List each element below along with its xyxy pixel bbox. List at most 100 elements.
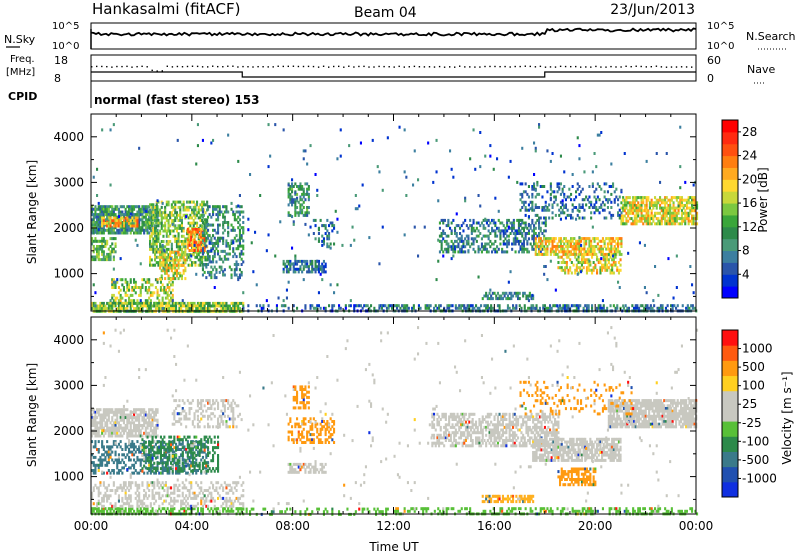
- echo-cell: [662, 206, 665, 210]
- echo-cell: [92, 418, 95, 422]
- echo-cell: [128, 434, 131, 438]
- echo-cell: [124, 299, 127, 303]
- echo-cell: [595, 200, 598, 204]
- echo-cell: [637, 219, 640, 223]
- echo-cell: [669, 214, 672, 218]
- echo-cell: [294, 211, 297, 215]
- echo-cell: [363, 304, 366, 308]
- echo-cell: [326, 218, 329, 222]
- echo-cell: [179, 271, 182, 275]
- echo-cell: [215, 247, 218, 251]
- echo-cell: [569, 258, 572, 262]
- echo-cell: [196, 211, 199, 215]
- echo-cell: [119, 307, 122, 311]
- echo-cell: [237, 263, 240, 266]
- echo-cell: [652, 219, 655, 223]
- echo-cell: [159, 307, 162, 311]
- echo-cell: [539, 247, 542, 251]
- echo-cell: [106, 453, 109, 457]
- echo-cell: [584, 253, 587, 257]
- echo-cell: [149, 408, 152, 412]
- echo-cell: [152, 216, 155, 220]
- echo-cell: [111, 458, 114, 462]
- echo-cell: [117, 455, 120, 459]
- echo-cell: [588, 250, 591, 254]
- echo-cell: [128, 418, 131, 422]
- echo-cell: [114, 431, 117, 435]
- echo-cell: [691, 198, 694, 202]
- echo-cell: [122, 466, 125, 470]
- echo-cell: [267, 165, 270, 169]
- echo-cell: [107, 429, 110, 433]
- echo-cell: [564, 252, 567, 256]
- echo-cell: [301, 187, 304, 191]
- echo-cell: [672, 219, 675, 223]
- echo-cell: [598, 206, 601, 209]
- echo-cell: [292, 185, 295, 188]
- echo-cell: [549, 237, 552, 241]
- echo-cell: [131, 218, 134, 222]
- echo-cell: [620, 245, 623, 248]
- echo-cell: [428, 304, 431, 308]
- echo-cell: [531, 203, 534, 207]
- echo-cell: [620, 237, 623, 241]
- echo-cell: [287, 213, 290, 217]
- echo-cell: [614, 306, 617, 310]
- echo-cell: [112, 440, 115, 444]
- echo-cell: [159, 245, 162, 249]
- echo-cell: [489, 239, 492, 243]
- echo-cell: [175, 240, 178, 243]
- echo-cell: [647, 211, 650, 215]
- echo-cell: [141, 301, 144, 305]
- echo-cell: [124, 429, 127, 433]
- echo-cell: [131, 304, 134, 308]
- echo-cell: [232, 210, 235, 214]
- echo-cell: [114, 440, 117, 444]
- echo-cell: [131, 471, 134, 475]
- echo-cell: [316, 267, 319, 271]
- echo-cell: [684, 211, 687, 215]
- echo-cell: [645, 222, 648, 226]
- echo-cell: [677, 211, 680, 215]
- echo-cell: [685, 204, 688, 207]
- echo-cell: [112, 471, 115, 475]
- echo-cell: [99, 424, 102, 427]
- echo-cell: [529, 200, 532, 204]
- echo-cell: [515, 306, 518, 310]
- echo-cell: [366, 304, 369, 308]
- echo-cell: [440, 245, 443, 249]
- echo-cell: [632, 196, 635, 200]
- echo-cell: [117, 471, 120, 475]
- echo-cell: [96, 228, 99, 232]
- echo-cell: [299, 187, 302, 191]
- echo-cell: [519, 208, 522, 212]
- echo-cell: [129, 429, 132, 433]
- echo-cell: [600, 245, 603, 248]
- echo-cell: [237, 221, 240, 224]
- nave-point: [186, 65, 189, 68]
- echo-cell: [129, 434, 132, 438]
- echo-cell: [201, 255, 204, 259]
- echo-cell: [575, 263, 578, 267]
- echo-cell: [136, 304, 139, 308]
- echo-cell: [227, 230, 230, 234]
- echo-cell: [173, 304, 176, 308]
- echo-cell: [222, 215, 225, 219]
- echo-cell: [139, 288, 142, 292]
- echo-cell: [217, 242, 220, 245]
- echo-cell: [665, 219, 668, 223]
- echo-cell: [114, 250, 117, 254]
- echo-cell: [677, 204, 680, 208]
- echo-cell: [212, 255, 215, 259]
- echo-cell: [501, 250, 504, 254]
- echo-cell: [124, 293, 127, 297]
- echo-cell: [114, 410, 117, 414]
- echo-cell: [509, 232, 512, 235]
- echo-cell: [121, 278, 124, 282]
- echo-cell: [526, 208, 529, 212]
- echo-cell: [136, 416, 139, 420]
- echo-cell: [578, 245, 581, 248]
- echo-cell: [96, 247, 99, 251]
- echo-cell: [192, 261, 195, 265]
- echo-cell: [642, 222, 645, 226]
